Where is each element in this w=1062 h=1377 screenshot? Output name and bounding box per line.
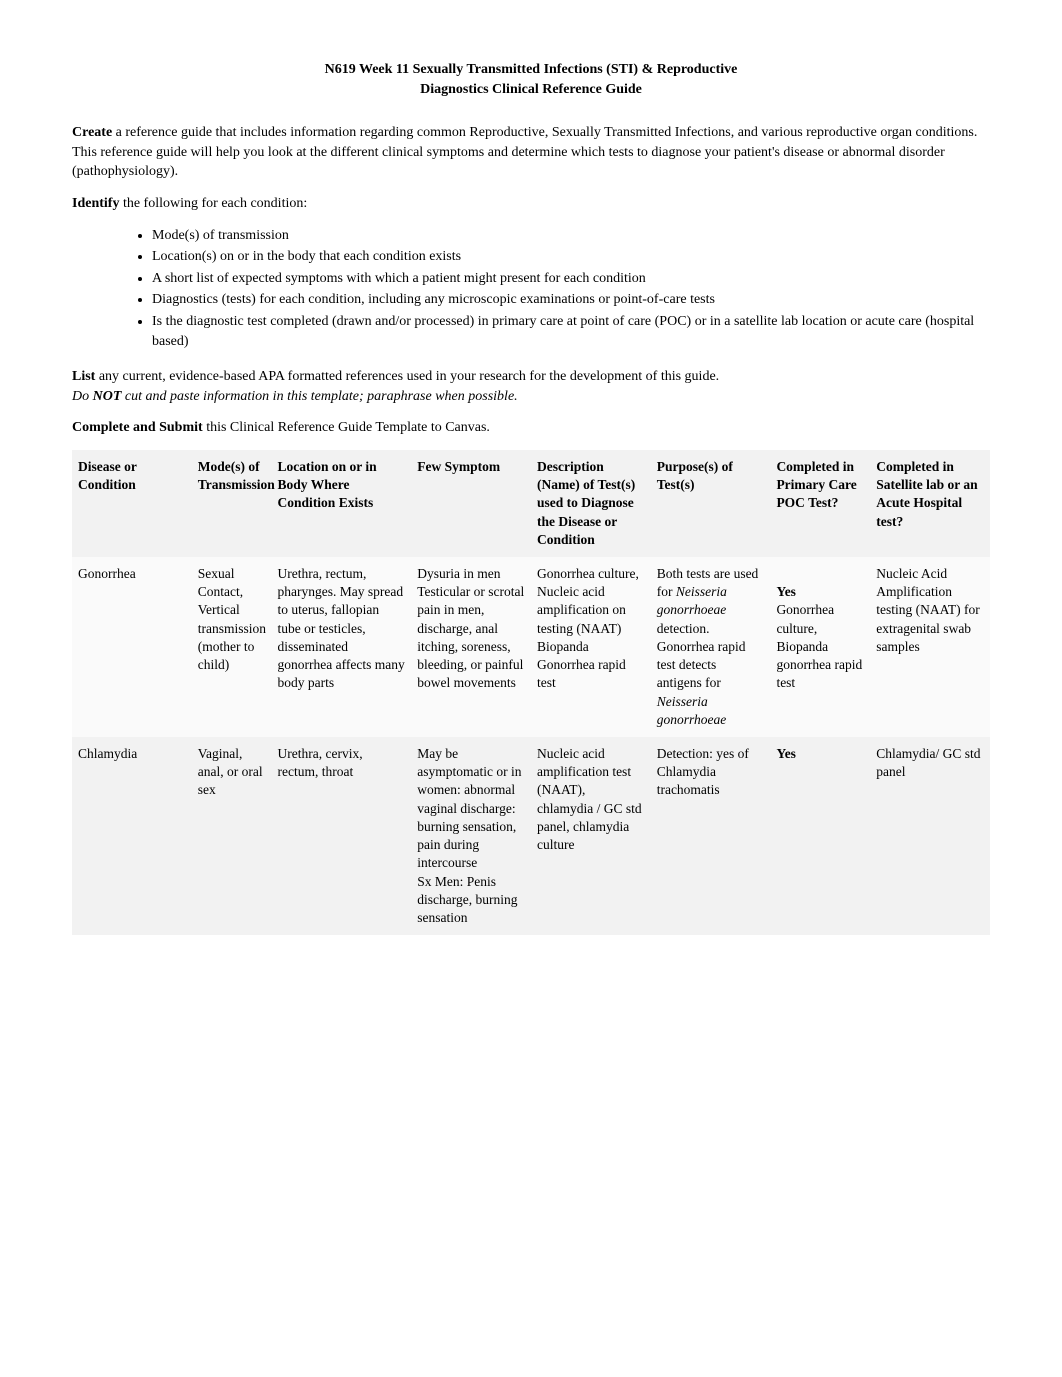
purpose-mid: detection. Gonorrhea rapid test detects … — [657, 621, 746, 691]
cell-purpose: Detection: yes of Chlamydia trachomatis — [651, 737, 771, 935]
list-paragraph: List any current, evidence-based APA for… — [72, 367, 990, 406]
cell-purpose: Both tests are used for Neisseria gonorr… — [651, 557, 771, 737]
cell-satellite: Chlamydia/ GC std panel — [870, 737, 990, 935]
purpose-italic: Neisseria gonorrhoeae — [657, 694, 727, 727]
cell-mode: Sexual Contact, Vertical transmission (m… — [192, 557, 272, 737]
note-pre: Do — [72, 389, 93, 404]
bullet-text: Is the diagnostic test completed (drawn … — [152, 314, 974, 349]
poc-rest: Gonorrhea culture, Biopanda gonorrhea ra… — [776, 602, 862, 690]
submit-strong: Complete and Submit — [72, 420, 203, 435]
cell-disease: Gonorrhea — [72, 557, 192, 737]
col-h-location: Location on or in Body Where Condition E… — [272, 450, 412, 557]
col-h-symptom: Few Symptom — [411, 450, 531, 557]
identify-text: the following for each condition: — [119, 196, 307, 211]
note-bold: NOT — [93, 389, 122, 404]
cell-location: Urethra, cervix, rectum, throat — [272, 737, 412, 935]
list-text: any current, evidence-based APA formatte… — [95, 369, 719, 384]
col-h-purpose: Purpose(s) of Test(s) — [651, 450, 771, 557]
list-note: Do NOT cut and paste information in this… — [72, 389, 518, 404]
cell-satellite: Nucleic Acid Amplification testing (NAAT… — [870, 557, 990, 737]
title-line-2: Diagnostics Clinical Reference Guide — [420, 82, 642, 97]
cell-symptom: Dysuria in men Testicular or scrotal pai… — [411, 557, 531, 737]
cell-symptom: May be asymptomatic or in women: abnorma… — [411, 737, 531, 935]
col-h-poc: Completed in Primary Care POC Test? — [770, 450, 870, 557]
table-header-row: Disease or Condition Mode(s) of Transmis… — [72, 450, 990, 557]
document-title: N619 Week 11 Sexually Transmitted Infect… — [72, 60, 990, 99]
note-post: cut and paste information in this templa… — [121, 389, 517, 404]
poc-bold: Yes — [776, 584, 796, 599]
bullet-text: A short list of expected symptoms with w… — [152, 271, 646, 286]
poc-bold: Yes — [776, 746, 796, 761]
bullet-list: Mode(s) of transmission Location(s) on o… — [72, 226, 990, 352]
col-h-disease: Disease or Condition — [72, 450, 192, 557]
cell-description: Gonorrhea culture, Nucleic acid amplific… — [531, 557, 651, 737]
cell-mode: Vaginal, anal, or oral sex — [192, 737, 272, 935]
list-item: Location(s) on or in the body that each … — [152, 247, 990, 267]
list-item: Is the diagnostic test completed (drawn … — [152, 312, 990, 351]
intro-strong: Create — [72, 125, 112, 140]
col-h-satellite: Completed in Satellite lab or an Acute H… — [870, 450, 990, 557]
list-item: Diagnostics (tests) for each condition, … — [152, 290, 990, 310]
identify-strong: Identify — [72, 196, 119, 211]
submit-paragraph: Complete and Submit this Clinical Refere… — [72, 418, 990, 438]
bullet-text: Diagnostics (tests) for each condition, … — [152, 292, 715, 307]
title-line-1: N619 Week 11 Sexually Transmitted Infect… — [325, 62, 738, 77]
intro-paragraph: Create a reference guide that includes i… — [72, 123, 990, 182]
cell-disease: Chlamydia — [72, 737, 192, 935]
cell-location: Urethra, rectum, pharynges. May spread t… — [272, 557, 412, 737]
intro-text: a reference guide that includes informat… — [72, 125, 977, 179]
cell-poc: Yes — [770, 737, 870, 935]
col-h-mode: Mode(s) of Transmission — [192, 450, 272, 557]
submit-text: this Clinical Reference Guide Template t… — [203, 420, 490, 435]
list-item: Mode(s) of transmission — [152, 226, 990, 246]
list-item: A short list of expected symptoms with w… — [152, 269, 990, 289]
cell-poc: Yes Gonorrhea culture, Biopanda gonorrhe… — [770, 557, 870, 737]
cell-description: Nucleic acid amplification test (NAAT), … — [531, 737, 651, 935]
table-row: Chlamydia Vaginal, anal, or oral sex Ure… — [72, 737, 990, 935]
bullet-text: Location(s) on or in the body that each … — [152, 249, 461, 264]
bullet-text: Mode(s) of transmission — [152, 228, 289, 243]
col-h-description: Description (Name) of Test(s) used to Di… — [531, 450, 651, 557]
table-row: Gonorrhea Sexual Contact, Vertical trans… — [72, 557, 990, 737]
list-strong: List — [72, 369, 95, 384]
identify-paragraph: Identify the following for each conditio… — [72, 194, 990, 214]
reference-table: Disease or Condition Mode(s) of Transmis… — [72, 450, 990, 935]
